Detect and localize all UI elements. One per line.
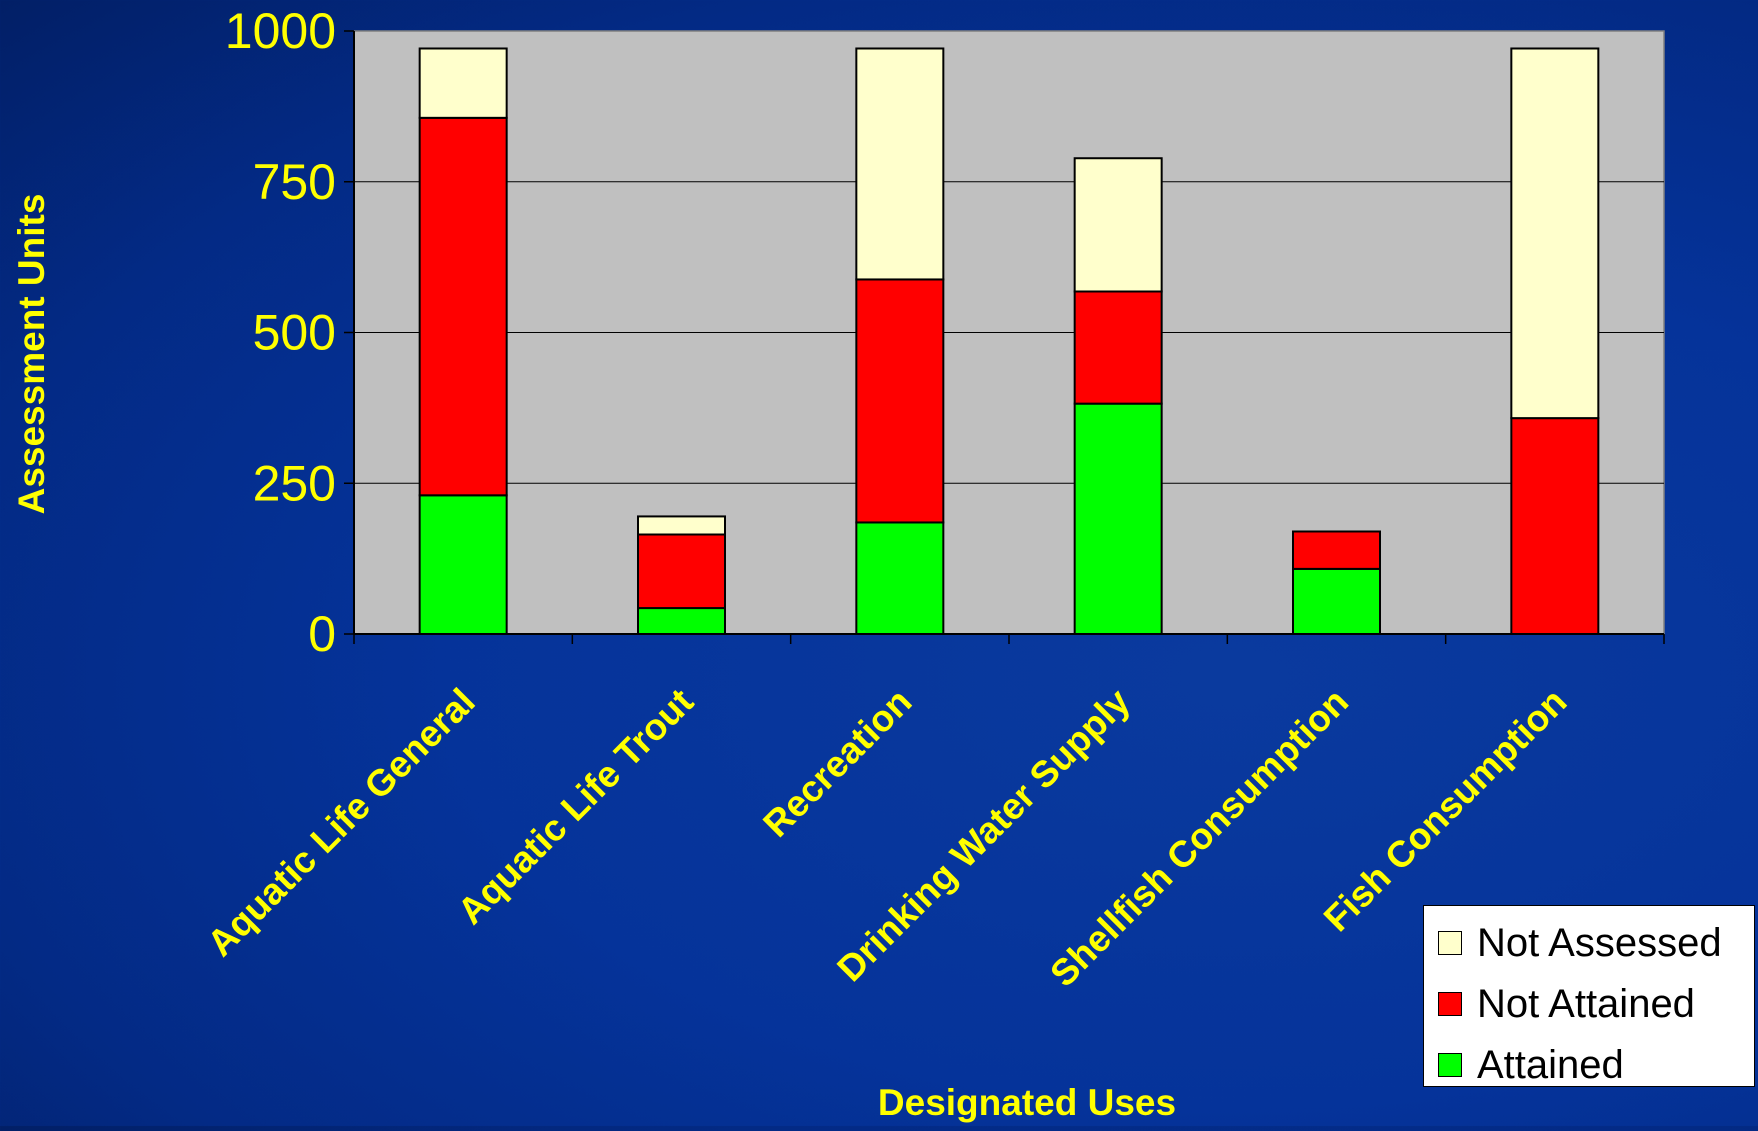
bar-not-attained-recreation [855,278,945,524]
bar-attained-aquatic-life-trout [637,607,726,635]
legend-label-not-assessed: Not Assessed [1477,920,1722,965]
bar-not-assessed-drinking-water-supply [1073,157,1163,293]
legend-swatch-not-attained [1438,992,1462,1016]
bar-not-attained-aquatic-life-trout [637,533,726,610]
legend-swatch-not-assessed [1438,931,1462,955]
legend-label-not-attained: Not Attained [1477,981,1695,1026]
legend-item-attained: Attained [1438,1040,1624,1090]
bar-not-assessed-aquatic-life-general [418,47,508,119]
legend-item-not-assessed: Not Assessed [1438,918,1722,968]
bar-not-attained-fish-consumption [1510,417,1600,635]
legend-label-attained: Attained [1477,1042,1624,1087]
bar-attained-aquatic-life-general [418,494,508,635]
x-tick-label: Fish Consumption [1316,681,1575,940]
bar-attained-shellfish-consumption [1292,567,1381,635]
legend-swatch-attained [1438,1053,1462,1077]
bar-not-attained-shellfish-consumption [1292,530,1381,570]
bar-attained-recreation [855,521,945,636]
x-tick-label: Aquatic Life General [199,681,482,964]
x-tick-label: Recreation [755,681,919,845]
y-tick-label: 0 [308,606,336,662]
y-tick-label: 500 [253,305,336,361]
y-tick-label: 750 [253,154,336,210]
x-tick-label: Aquatic Life Trout [450,681,701,932]
legend-item-not-attained: Not Attained [1438,979,1695,1029]
x-axis-title: Designated Uses [878,1082,1176,1123]
bar-not-assessed-fish-consumption [1510,47,1600,420]
bar-not-assessed-recreation [855,47,945,281]
bar-not-attained-aquatic-life-general [418,116,508,497]
bar-attained-drinking-water-supply [1073,402,1163,635]
y-axis-title: Assessment Units [11,194,52,515]
y-tick-label: 250 [253,455,336,511]
legend: Not Assessed Not Attained Attained [1423,905,1755,1087]
bar-not-attained-drinking-water-supply [1073,290,1163,405]
y-tick-label: 1000 [225,3,336,59]
bar-not-assessed-aquatic-life-trout [637,515,726,536]
